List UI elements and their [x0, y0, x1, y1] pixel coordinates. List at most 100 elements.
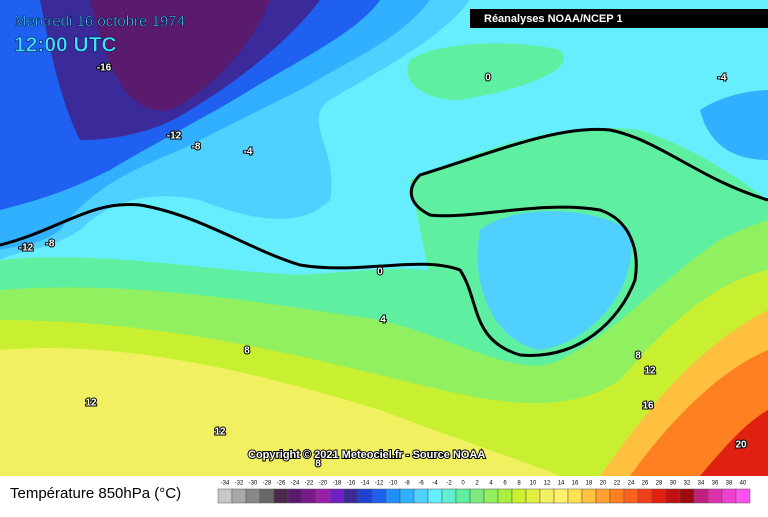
contour-label: 4 — [380, 315, 386, 326]
legend-tick-label: -10 — [389, 481, 398, 487]
legend-tick-label: -28 — [263, 481, 272, 487]
legend-tick-label: 34 — [698, 481, 705, 487]
contour-label: -8 — [192, 142, 201, 153]
legend-tick-label: 36 — [712, 481, 719, 487]
legend-swatch — [665, 488, 681, 504]
legend-tick-label: 20 — [600, 481, 607, 487]
legend-title: Température 850hPa (°C) — [10, 485, 181, 502]
contour-label: 12 — [644, 366, 656, 377]
legend-swatch — [371, 488, 387, 504]
copyright: Copyright © 2021 Meteociel.fr - Source N… — [248, 449, 485, 461]
legend-swatch — [455, 488, 471, 504]
legend-swatch — [441, 488, 457, 504]
legend-swatch — [609, 488, 625, 504]
legend-tick-label: 28 — [656, 481, 663, 487]
legend-swatch — [273, 488, 289, 504]
legend: -34 -32 -30 -28 -26 -24 -22 -20 -18 -16 -14 -12 -10-… — [217, 481, 751, 504]
contour-label: -16 — [97, 63, 112, 74]
legend-swatch — [553, 488, 569, 504]
contour-label: 8 — [315, 459, 321, 470]
legend-swatch — [301, 488, 317, 504]
legend-tick-label: 24 — [628, 481, 635, 487]
legend-tick-label: -8 — [404, 481, 410, 487]
contour-labels: -16 -12 -8 -4 0 -4 0 4 8 12 -12 -8 12 8 … — [18, 62, 748, 471]
legend-swatch — [287, 488, 303, 504]
legend-swatch — [245, 488, 261, 504]
map-time: 12:00 UTC — [14, 34, 117, 57]
legend-swatch — [525, 488, 541, 504]
legend-tick-label: 22 — [614, 481, 621, 487]
legend-tick-label: -32 — [235, 481, 244, 487]
legend-swatch — [329, 488, 345, 504]
legend-tick-label: 6 — [503, 481, 507, 487]
legend-swatch — [343, 488, 359, 504]
legend-swatch — [399, 488, 415, 504]
legend-swatch — [497, 488, 513, 504]
legend-swatch — [413, 488, 429, 504]
legend-swatch — [231, 488, 247, 504]
legend-tick-label: -22 — [305, 481, 314, 487]
legend-swatch — [217, 488, 233, 504]
legend-swatch — [581, 488, 597, 504]
legend-swatch — [651, 488, 667, 504]
legend-tick-label: -30 — [249, 481, 258, 487]
legend-tick-label: 4 — [489, 481, 493, 487]
legend-tick-label: 16 — [572, 481, 579, 487]
contour-line — [0, 127, 768, 357]
contour-label: -4 — [244, 147, 253, 158]
legend-tick-label: -26 — [277, 481, 286, 487]
contour-label: 12 — [214, 427, 226, 438]
legend-tick-label: -12 — [375, 481, 384, 487]
legend-tick-label: -6 — [418, 481, 424, 487]
legend-tick-label: 32 — [684, 481, 691, 487]
legend-swatch — [483, 488, 499, 504]
legend-swatch — [511, 488, 527, 504]
map-date: Mercredi 16 octobre 1974 — [14, 13, 185, 30]
legend-tick-label: 26 — [642, 481, 649, 487]
legend-tick-label: -34 — [221, 481, 230, 487]
contour-label: -4 — [718, 73, 727, 84]
contour-label: 0 — [377, 267, 383, 278]
legend-swatch — [693, 488, 709, 504]
source-label: Réanalyses NOAA/NCEP 1 — [484, 13, 623, 25]
legend-swatch — [637, 488, 653, 504]
legend-swatch — [357, 488, 373, 504]
contour-label: 16 — [642, 401, 654, 412]
legend-swatch — [735, 488, 751, 504]
legend-tick-label: -24 — [291, 481, 300, 487]
legend-swatch — [469, 488, 485, 504]
legend-tick-label: -4 — [432, 481, 438, 487]
legend-tick-label: -16 — [347, 481, 356, 487]
legend-tick-label: -20 — [319, 481, 328, 487]
contour-label: 8 — [635, 351, 641, 362]
legend-tick-label: 18 — [586, 481, 593, 487]
legend-swatch — [315, 488, 331, 504]
contour-label: 8 — [244, 346, 250, 357]
contour-label: 0 — [485, 73, 491, 84]
legend-swatch — [721, 488, 737, 504]
contour-label: -8 — [46, 239, 55, 250]
legend-swatch — [707, 488, 723, 504]
legend-tick-label: 12 — [544, 481, 551, 487]
legend-tick-label: 38 — [726, 481, 733, 487]
contour-label: 20 — [735, 440, 747, 451]
legend-swatch — [539, 488, 555, 504]
legend-tick-label: 2 — [475, 481, 479, 487]
contour-label: -12 — [19, 243, 34, 254]
legend-swatch — [567, 488, 583, 504]
legend-tick-label: 30 — [670, 481, 677, 487]
legend-tick-label: 8 — [517, 481, 521, 487]
legend-swatch — [595, 488, 611, 504]
legend-swatch — [679, 488, 695, 504]
legend-swatch — [427, 488, 443, 504]
legend-tick-label: -2 — [446, 481, 452, 487]
legend-tick-label: -14 — [361, 481, 370, 487]
legend-tick-label: 40 — [740, 481, 747, 487]
legend-swatch — [623, 488, 639, 504]
legend-tick-label: 0 — [461, 481, 465, 487]
legend-tick-label: 10 — [530, 481, 537, 487]
legend-swatch — [385, 488, 401, 504]
legend-tick-label: -18 — [333, 481, 342, 487]
legend-swatch — [259, 488, 275, 504]
